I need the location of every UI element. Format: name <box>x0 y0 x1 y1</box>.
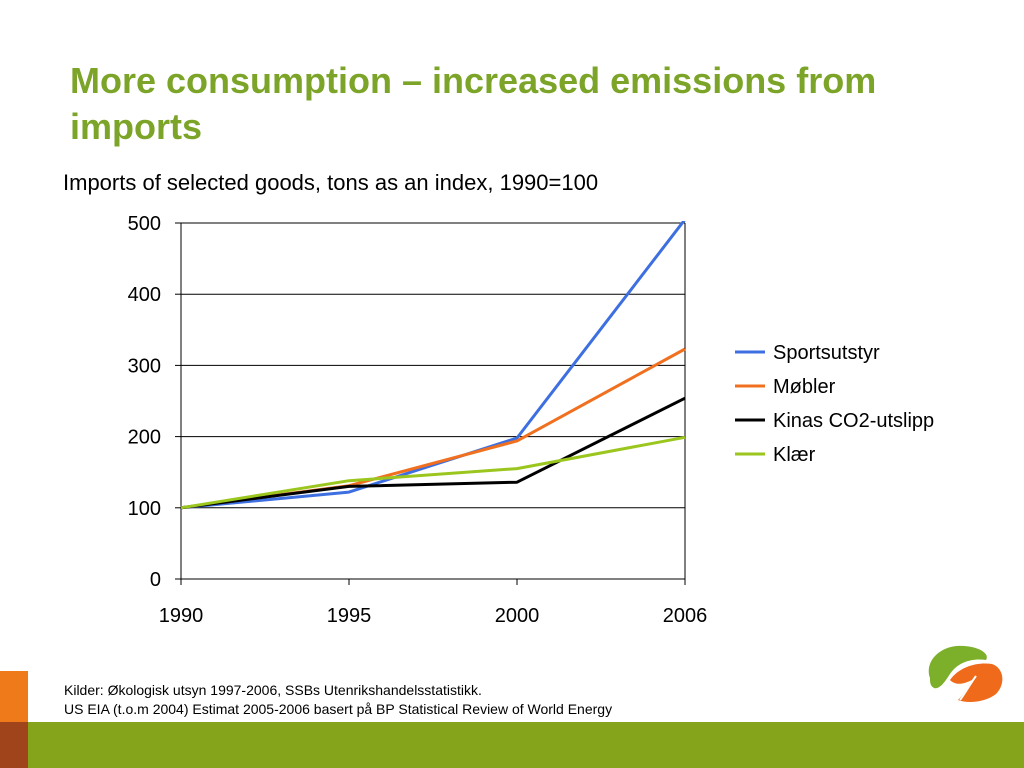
sources-note: Kilder: Økologisk utsyn 1997-2006, SSBs … <box>64 681 612 719</box>
x-tick-label: 2000 <box>495 605 540 627</box>
y-tick-label: 200 <box>128 427 161 449</box>
series-line-kl-r <box>180 435 686 510</box>
chart-title: Imports of selected goods, tons as an in… <box>63 170 599 195</box>
bottom-band <box>0 722 1024 768</box>
gridlines <box>181 222 685 580</box>
y-tick-label: 100 <box>128 498 161 520</box>
y-tick-label: 300 <box>128 355 161 377</box>
logo-icon <box>928 645 1003 702</box>
x-tick-label: 2006 <box>663 605 708 627</box>
series-lines <box>180 221 686 510</box>
y-tick-label: 400 <box>128 284 161 306</box>
x-tick-label: 1995 <box>327 605 372 627</box>
axes <box>175 222 686 585</box>
slide-title: More consumption – increased emissions f… <box>70 60 877 147</box>
legend-label: Klær <box>773 444 816 466</box>
legend-label: Møbler <box>773 376 836 398</box>
corner-brown-strip <box>0 722 28 768</box>
y-tick-label: 500 <box>128 213 161 235</box>
source-line-2: US EIA (t.o.m 2004) Estimat 2005-2006 ba… <box>64 701 613 717</box>
corner-orange-strip <box>0 671 28 722</box>
source-line-1: Kilder: Økologisk utsyn 1997-2006, SSBs … <box>64 682 482 698</box>
series-line-sportsutstyr <box>180 221 686 510</box>
y-tick-label: 0 <box>150 569 161 591</box>
legend-label: Sportsutstyr <box>773 342 880 364</box>
legend-label: Kinas CO2-utslipp <box>773 410 934 432</box>
legend: Sportsutstyr Møbler Kinas CO2-utslipp Klær <box>735 342 934 466</box>
x-tick-label: 1990 <box>159 605 204 627</box>
tick-labels: 0 100 200 300 400 500 1990 1995 2000 2006 <box>128 213 708 627</box>
series-line-kinas-co2-utslipp <box>180 396 686 510</box>
